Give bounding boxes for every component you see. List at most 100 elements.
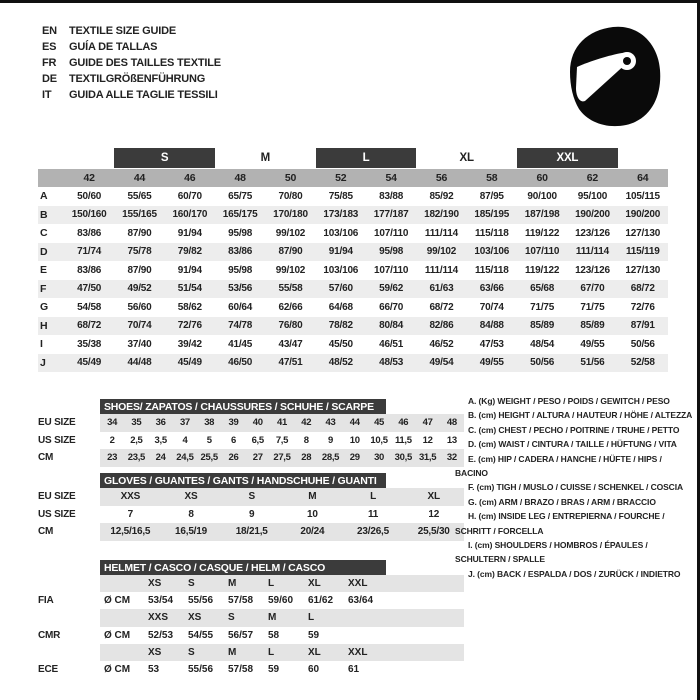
measurement-value: 37/40 [127, 338, 152, 350]
size-value: 23/26,5 [357, 526, 389, 538]
size-value: 6,5 [251, 434, 265, 446]
language-title-list: EN TEXTILE SIZE GUIDE ES GUÍA DE TALLAS FR GU… [42, 23, 221, 103]
size-value: S [248, 491, 255, 503]
measurement-value: 65/68 [530, 283, 555, 295]
measurement-value: 56/60 [127, 301, 152, 313]
measurement-value: 90/100 [527, 190, 557, 202]
row-values: 12,5/16,5 16,5/19 18/21,5 20/24 23/26,5 25,5/… [100, 523, 464, 541]
measurement-value: 70/74 [479, 301, 504, 313]
size-value: 35 [131, 417, 142, 429]
size-value: 23 [107, 452, 118, 464]
measurement-value: 127/130 [625, 227, 661, 239]
size-value: 30,5 [394, 452, 413, 464]
legend-item: A. (Kg) WEIGHT / PESO / POIDS / GEWITCH … [468, 396, 670, 406]
helmet-size-value: 59 [268, 664, 280, 676]
measurement-value: 123/126 [575, 264, 610, 276]
measurement-row-label: B [40, 208, 48, 221]
measurement-value: 79/82 [177, 246, 202, 258]
size-value: 24 [155, 452, 166, 464]
measurement-row: E 83/86 87/90 91/94 95/98 99/102 103/106 107/11… [38, 261, 668, 280]
size-number: 48 [234, 172, 246, 184]
measurement-value: 87/91 [630, 320, 655, 332]
helmet-table-row: XS S M L XL XXL [38, 643, 464, 661]
language-code: ES [42, 41, 57, 53]
group-blank [38, 148, 64, 168]
measurement-value: 127/130 [625, 264, 661, 276]
shoes-table-title: SHOES/ ZAPATOS / CHAUSSURES / SCHUHE / S… [100, 399, 386, 414]
measurement-value: 119/122 [525, 227, 560, 239]
measurement-value: 71/75 [580, 301, 605, 313]
helmet-size-value: 53/54 [148, 595, 174, 607]
helmet-table-row: FIA Ø CM 53/54 55/56 57/58 59/60 61/62 63/64 [38, 592, 464, 609]
helmet-size-value: XS [148, 578, 162, 590]
standard-label: CMR [38, 629, 61, 641]
textile-size-table: S M L XL XXL 42 44 46 48 50 52 54 56 58 60 62 64 A 50/60 55… [38, 148, 668, 372]
legend-item: H. (cm) INSIDE LEG / ENTREPIERNA / FOURC… [455, 511, 665, 536]
language-code: FR [42, 57, 57, 69]
measurement-value: 71/75 [530, 301, 555, 313]
size-value: 24,5 [176, 452, 194, 464]
measurement-value: 119/122 [525, 264, 560, 276]
row-values: XXS XS S M L [100, 609, 464, 627]
size-value: 44 [349, 417, 360, 429]
size-number: 50 [284, 172, 297, 184]
size-value: 46 [398, 417, 409, 429]
measurement-value: 190/200 [625, 209, 661, 221]
size-value: 6 [230, 434, 236, 446]
measurement-value: 85/92 [429, 190, 454, 202]
racing-helmet-icon [570, 26, 661, 127]
size-value: 32 [446, 452, 457, 464]
measurement-value: 50/56 [630, 338, 655, 350]
helmet-size-value: 56/57 [228, 629, 254, 641]
size-value: XS [184, 491, 198, 503]
measurement-value: 103/106 [474, 246, 510, 258]
row-values: Ø CM 53/54 55/56 57/58 59/60 61/62 63/64 [100, 592, 464, 609]
size-value: 2 [109, 434, 115, 446]
measurement-value: 123/126 [575, 227, 610, 239]
measurement-value: 170/180 [273, 209, 308, 221]
helmet-size-value: 63/64 [348, 595, 374, 607]
measurement-row: A 50/60 55/65 60/70 65/75 70/80 75/85 83/88 85/9… [38, 187, 668, 206]
size-value: 40 [252, 417, 263, 429]
size-value: 25,5 [200, 452, 219, 464]
size-number: 52 [335, 172, 347, 184]
helmet-size-value: 61 [348, 664, 360, 676]
measurement-value: 83/86 [228, 246, 253, 258]
size-value: 10 [349, 434, 360, 446]
measurement-value: 115/118 [474, 264, 509, 276]
size-value: 2,5 [130, 434, 143, 446]
language-title: TEXTILE SIZE GUIDE [69, 25, 177, 37]
measurement-value: 61/63 [429, 283, 454, 295]
measurement-value: 53/56 [228, 283, 253, 295]
measurement-value: 75/85 [328, 190, 353, 202]
measurement-row: H 68/72 70/74 72/76 74/78 76/80 78/82 80/84 82/8… [38, 316, 668, 335]
measurement-value: 74/78 [228, 320, 253, 332]
legend-item: I. (cm) SHOULDERS / HOMBROS / ÉPAULES / … [455, 540, 648, 565]
size-value: 3,5 [154, 434, 168, 446]
measurement-value: 59/62 [379, 283, 404, 295]
helmet-size-value: XXL [348, 578, 368, 590]
measurement-value: 43/47 [278, 338, 303, 350]
measurement-value: 51/54 [177, 283, 202, 295]
size-value: 11 [367, 508, 379, 520]
size-group-label: XXL [517, 148, 618, 168]
size-number: 56 [435, 172, 448, 184]
measurement-value: 50/60 [77, 190, 102, 202]
gloves-table-title: GLOVES / GUANTES / GANTS / HANDSCHUHE / … [100, 473, 386, 488]
diameter-label: Ø CM [104, 595, 131, 607]
measurement-value: 49/55 [479, 357, 504, 369]
size-number: 62 [586, 172, 599, 184]
standard-label: FIA [38, 595, 54, 607]
measurement-value: 62/66 [278, 301, 303, 313]
size-value: 10,5 [370, 434, 388, 446]
measurement-row: F 47/50 49/52 51/54 53/56 55/58 57/60 59/62 61/6… [38, 279, 668, 298]
size-value: 8 [188, 508, 194, 520]
measurement-row-label: G [40, 301, 48, 314]
language-code: EN [42, 25, 57, 37]
measurement-row-label: A [40, 190, 48, 203]
measurement-value: 105/115 [625, 190, 660, 202]
measurement-value: 60/64 [228, 301, 253, 313]
helmet-size-value: 57/58 [228, 595, 254, 607]
scale-label: EU SIZE [38, 491, 76, 503]
helmet-size-value: XS [188, 612, 202, 624]
